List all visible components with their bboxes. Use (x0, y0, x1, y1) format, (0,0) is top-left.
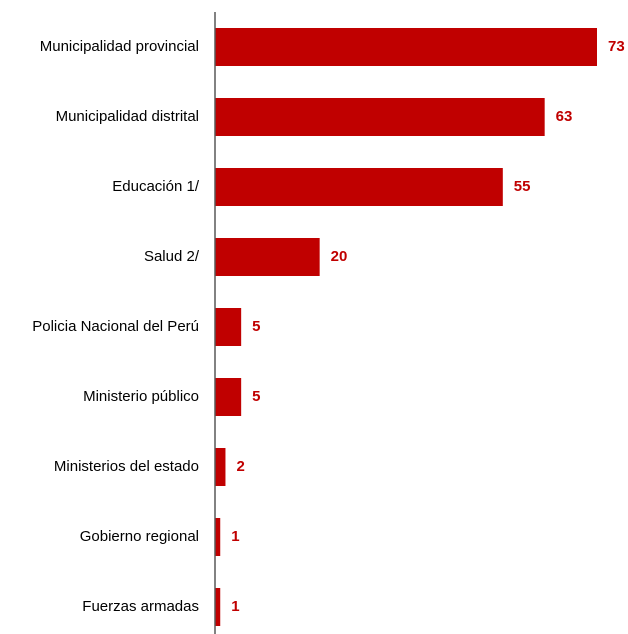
category-label: Ministerios del estado (54, 458, 199, 475)
category-label: Salud 2/ (144, 248, 200, 265)
bar (215, 448, 226, 486)
bar (215, 238, 320, 276)
category-label: Ministerio público (83, 388, 199, 405)
value-label: 1 (231, 528, 239, 545)
bar (215, 378, 242, 416)
value-label: 5 (252, 388, 260, 405)
category-label: Fuerzas armadas (82, 598, 199, 615)
bars-layer (215, 28, 597, 626)
category-label: Policia Nacional del Perú (32, 318, 199, 335)
bar (215, 518, 221, 556)
value-label: 20 (331, 248, 348, 265)
bar (215, 28, 597, 66)
bar (215, 588, 221, 626)
category-label: Educación 1/ (112, 178, 200, 195)
value-label: 5 (252, 318, 260, 335)
bar (215, 308, 242, 346)
value-label: 1 (231, 598, 239, 615)
category-label: Municipalidad distrital (56, 108, 199, 125)
value-label: 2 (236, 458, 244, 475)
category-label: Gobierno regional (80, 528, 199, 545)
value-label: 73 (608, 38, 625, 55)
category-label: Municipalidad provincial (40, 38, 199, 55)
bar (215, 98, 545, 136)
value-label: 55 (514, 178, 531, 195)
value-label: 63 (556, 108, 573, 125)
category-labels-layer: Municipalidad provincial Municipalidad di… (32, 38, 200, 615)
bar (215, 168, 503, 206)
